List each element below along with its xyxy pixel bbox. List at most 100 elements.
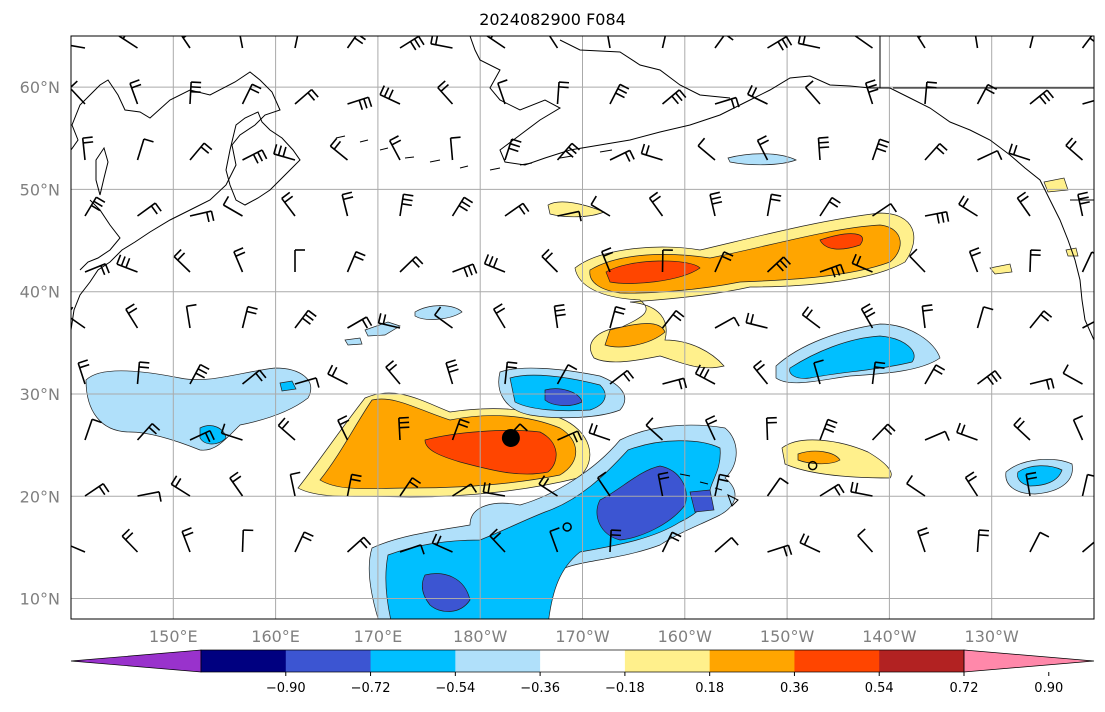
latitude-tick-label: 20°N: [20, 487, 60, 506]
wind-barb: [906, 474, 926, 497]
wind-barb: [399, 477, 422, 497]
wind-barb: [121, 528, 139, 553]
wind-barb: [289, 471, 301, 497]
gridlines: [71, 36, 1094, 619]
colorbar-segment: [285, 650, 372, 672]
longitude-tick-label: 140°W: [862, 627, 917, 646]
wind-barb: [71, 306, 86, 329]
map-frame: [70, 35, 1095, 620]
wind-barb: [799, 533, 821, 553]
colorbar-tick-label: −0.54: [435, 681, 475, 696]
wind-barb: [804, 80, 821, 105]
wind-barb: [181, 527, 194, 553]
wind-barb: [819, 196, 841, 217]
wind-barb: [136, 423, 161, 441]
marker-open: [562, 522, 572, 532]
wind-barb: [609, 529, 622, 553]
wind-barb: [704, 415, 718, 441]
wind-barb: [327, 364, 348, 385]
wind-barb: [697, 137, 716, 161]
wind-barb: [346, 536, 372, 553]
wind-barb: [640, 143, 663, 161]
latitude-tick-label: 40°N: [20, 283, 60, 302]
wind-barb: [694, 364, 716, 385]
wind-barb: [756, 135, 769, 161]
wind-barb: [968, 247, 981, 273]
coastline-kamchatka: [225, 111, 301, 206]
wind-barb: [385, 360, 401, 385]
wind-barb: [714, 316, 740, 329]
coastline-sakhalin: [95, 146, 109, 196]
wind-barb: [189, 142, 213, 161]
wind-barb: [924, 211, 950, 224]
coastline-alaska: [469, 36, 1094, 341]
wind-barb: [399, 193, 414, 217]
wind-barb: [294, 531, 314, 553]
wind-barb: [609, 369, 635, 385]
wind-barb: [452, 263, 478, 278]
colorbar-tick-label: −0.36: [520, 681, 560, 696]
wind-barb: [229, 471, 244, 497]
wind-barb: [129, 79, 142, 105]
wind-barb: [504, 361, 518, 385]
wind-barb: [125, 303, 139, 329]
wind-barb: [801, 306, 821, 329]
colorbar-segment: [794, 650, 880, 672]
wind-barb: [1013, 417, 1031, 441]
wind-barb: [77, 359, 90, 385]
wind-barb: [556, 142, 581, 161]
latitude-tick-label: 10°N: [20, 590, 60, 609]
wind-barb: [185, 303, 197, 329]
wind-barb: [854, 36, 873, 49]
wind-barb: [714, 96, 740, 109]
wind-barbs: [71, 36, 1094, 557]
wind-barb: [173, 248, 191, 273]
wind-barb: [1029, 36, 1034, 49]
wind-barb: [657, 471, 670, 497]
wind-barb: [1016, 191, 1031, 217]
wind-barb: [71, 545, 86, 553]
coastline-japan: [79, 199, 121, 271]
wind-barb: [1065, 137, 1084, 161]
wind-barb: [541, 248, 559, 273]
wind-barb: [241, 529, 254, 553]
wind-barb: [557, 430, 583, 443]
wind-barb: [871, 138, 890, 161]
wind-barb: [483, 254, 506, 273]
wind-barb: [294, 88, 319, 105]
wind-barb: [346, 36, 369, 49]
wind-barb: [346, 473, 362, 497]
wind-barb: [557, 210, 582, 222]
colorbar-extend-high: [963, 649, 1095, 673]
colorbar-segment: [540, 650, 626, 672]
wind-barb: [597, 471, 611, 497]
longitude-tick-label: 160°W: [658, 627, 713, 646]
wind-barb: [767, 544, 793, 557]
colorbar-tick-label: −0.72: [351, 681, 391, 696]
wind-barb: [437, 80, 454, 105]
wind-barb: [399, 36, 425, 51]
wind-barb: [648, 191, 664, 217]
wind-barb: [860, 303, 876, 329]
wind-barb: [220, 423, 243, 441]
wind-barb: [1029, 89, 1055, 105]
wind-barb: [84, 418, 102, 441]
wind-barb: [347, 316, 373, 329]
wind-barb: [976, 306, 994, 329]
wind-barb: [451, 196, 474, 217]
wind-barb: [917, 527, 930, 553]
colorbar-tick-label: 0.72: [950, 681, 979, 696]
wind-barb: [482, 482, 506, 497]
longitude-tick-label: 170°W: [555, 627, 610, 646]
wind-barb: [956, 422, 978, 441]
wind-barb: [864, 79, 879, 105]
colorbar-segment: [709, 650, 795, 672]
wind-barb: [1081, 541, 1094, 553]
wind-barb: [1081, 251, 1094, 273]
longitude-tick-label: 150°E: [149, 627, 198, 646]
wind-barb: [924, 143, 948, 161]
colorbar-segment: [455, 650, 541, 672]
wind-barb: [116, 254, 138, 273]
wind-barb: [434, 306, 453, 329]
wind-barb: [452, 483, 478, 497]
